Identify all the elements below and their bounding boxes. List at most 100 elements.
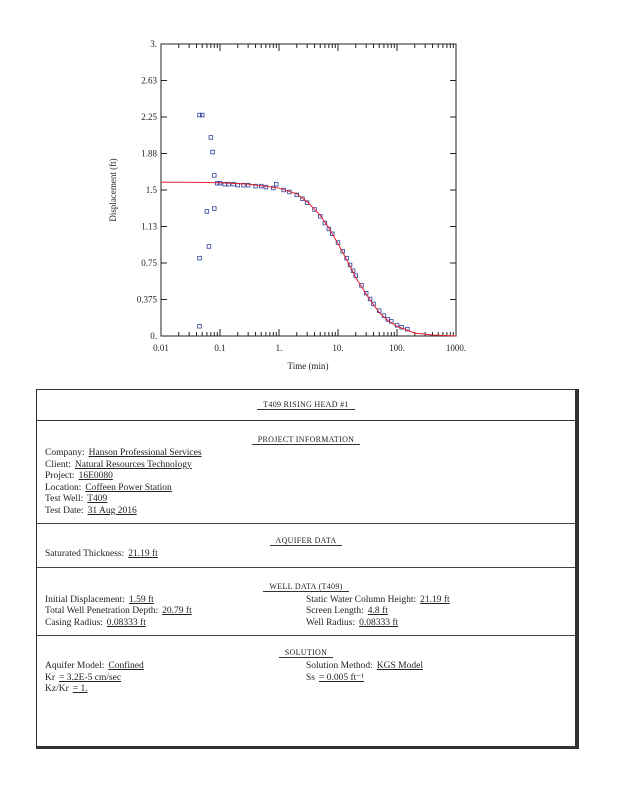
data-point xyxy=(197,255,202,261)
data-point xyxy=(215,180,220,186)
field-value: Confined xyxy=(108,661,144,671)
data-point xyxy=(300,196,305,201)
field-value: 1.59 ft xyxy=(128,594,154,605)
field-column: Solution Method: KGS Model Ss = 0.005 ft⁻¹ xyxy=(306,661,567,696)
field-label: Company: xyxy=(45,448,85,458)
field-row: Solution Method: KGS Model xyxy=(306,661,567,673)
section-fields: Company: Hanson Professional Services Clie… xyxy=(45,448,567,517)
section-heading: SOLUTION xyxy=(45,644,567,661)
field-row: Kz/Kr = 1. xyxy=(45,684,306,696)
field-value: = 1. xyxy=(72,684,88,694)
data-point xyxy=(212,206,217,211)
field-row: Ss = 0.005 ft⁻¹ xyxy=(306,673,567,685)
data-point xyxy=(226,181,231,187)
x-tick-label: 0.1 xyxy=(214,343,225,353)
field-row: Location: Coffeen Power Station xyxy=(45,483,306,495)
field-label: Well Radius: xyxy=(306,617,356,628)
field-value: 20.79 ft xyxy=(162,606,192,616)
field-row: Static Water Column Height: 21.19 ft xyxy=(306,595,567,607)
section-heading: WELL DATA (T409) xyxy=(45,578,567,595)
field-row: Client: Natural Resources Technology xyxy=(45,460,306,472)
data-point xyxy=(200,112,205,118)
section-heading-text: WELL DATA (T409) xyxy=(263,581,349,592)
plot-frame xyxy=(160,43,457,337)
field-value: Natural Resources Technology xyxy=(74,459,192,470)
data-point xyxy=(197,112,202,118)
section-heading-text: AQUIFER DATA xyxy=(269,536,343,546)
report-section: AQUIFER DATA Saturated Thickness: 21.19 ft xyxy=(37,524,575,568)
field-value: = 0.005 ft⁻¹ xyxy=(318,672,365,683)
report-section: PROJECT INFORMATION Company: Hanson Profes… xyxy=(37,421,575,524)
field-label: Test Date: xyxy=(45,505,84,516)
data-point xyxy=(197,324,202,329)
data-point xyxy=(312,207,317,212)
y-tick-label: 3. xyxy=(150,39,157,49)
data-point xyxy=(245,182,251,188)
field-label: Aquifer Model: xyxy=(45,661,105,671)
field-row: Test Date: 31 Aug 2016 xyxy=(45,506,306,518)
report-section: SOLUTION Aquifer Model: Confined Kr = 3.2E-5… xyxy=(37,636,575,702)
y-tick-label: 1.13 xyxy=(141,222,157,232)
field-value: 21.19 ft xyxy=(420,594,450,605)
field-label: Ss xyxy=(306,672,315,683)
data-point xyxy=(206,244,212,249)
section-heading-text: PROJECT INFORMATION xyxy=(251,435,361,445)
field-column xyxy=(306,448,567,517)
field-row: Company: Hanson Professional Services xyxy=(45,448,306,460)
x-tick-label: 100. xyxy=(389,343,405,353)
y-axis-label: Displacement (ft) xyxy=(108,158,118,221)
data-point xyxy=(212,173,217,178)
field-row: Initial Displacement: 1.59 ft xyxy=(45,595,306,607)
field-value: 0.08333 ft xyxy=(106,617,146,628)
field-label: Kz/Kr xyxy=(45,684,69,694)
field-row: Project: 16E0080 xyxy=(45,471,306,483)
field-value: Coffeen Power Station xyxy=(85,482,172,493)
field-row: Test Well: T409 xyxy=(45,494,306,506)
field-column: Static Water Column Height: 21.19 ft Scree… xyxy=(306,595,567,630)
field-value: 16E0080 xyxy=(78,471,113,481)
field-label: Static Water Column Height: xyxy=(306,594,417,605)
data-point xyxy=(210,149,215,155)
field-label: Test Well: xyxy=(45,494,84,504)
field-row: Screen Length: 4.8 ft xyxy=(306,606,567,618)
field-label: Kr xyxy=(45,672,56,683)
section-fields: Aquifer Model: Confined Kr = 3.2E-5 cm/sec K… xyxy=(45,661,567,696)
field-column: Saturated Thickness: 21.19 ft xyxy=(45,549,306,561)
data-point xyxy=(274,181,279,187)
data-point xyxy=(204,209,210,214)
field-column xyxy=(306,549,567,561)
data-point xyxy=(330,231,335,236)
field-row: Total Well Penetration Depth: 20.79 ft xyxy=(45,606,306,618)
field-label: Location: xyxy=(45,482,82,493)
field-label: Solution Method: xyxy=(306,661,373,671)
field-value: KGS Model xyxy=(376,661,423,671)
section-heading-text: SOLUTION xyxy=(278,648,334,658)
section-heading: AQUIFER DATA xyxy=(45,532,567,549)
section-heading: PROJECT INFORMATION xyxy=(45,431,567,448)
field-column: Initial Displacement: 1.59 ft Total Well P… xyxy=(45,595,306,630)
field-row: Well Radius: 0.08333 ft xyxy=(306,618,567,630)
section-fields: Initial Displacement: 1.59 ft Total Well P… xyxy=(45,595,567,630)
field-label: Casing Radius: xyxy=(45,617,103,628)
field-label: Total Well Penetration Depth: xyxy=(45,606,159,616)
x-tick-label: 10. xyxy=(332,343,343,353)
field-row: Kr = 3.2E-5 cm/sec xyxy=(45,673,306,685)
field-value: 21.19 ft xyxy=(128,549,158,559)
y-tick-label: 1.88 xyxy=(141,149,157,159)
field-row: Aquifer Model: Confined xyxy=(45,661,306,673)
report-section: WELL DATA (T409) Initial Displacement: 1.5… xyxy=(37,568,575,636)
field-column: Aquifer Model: Confined Kr = 3.2E-5 cm/sec K… xyxy=(45,661,306,696)
section-fields: Saturated Thickness: 21.19 ft xyxy=(45,549,567,561)
data-point xyxy=(253,183,258,189)
y-tick-label: 0.75 xyxy=(141,258,157,268)
data-point xyxy=(318,214,323,219)
data-point xyxy=(304,200,310,205)
field-label: Screen Length: xyxy=(306,606,364,616)
y-tick-label: 0.375 xyxy=(137,295,158,305)
field-label: Initial Displacement: xyxy=(45,594,125,605)
field-value: = 3.2E-5 cm/sec xyxy=(59,672,122,683)
data-point xyxy=(371,301,376,307)
field-value: 4.8 ft xyxy=(367,606,388,616)
data-point xyxy=(208,135,214,140)
